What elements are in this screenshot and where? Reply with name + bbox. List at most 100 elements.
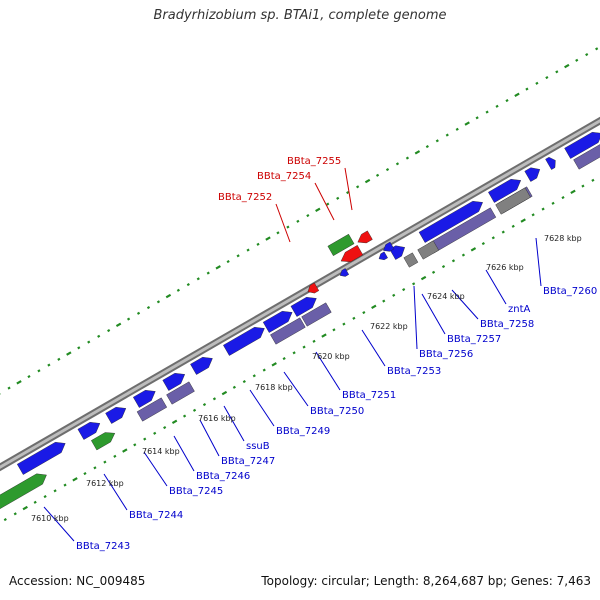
outer-tick [505,99,509,103]
kbp-label: 7614 kbp [142,447,180,456]
inner-tick [561,196,565,200]
inner-tick [570,189,576,195]
inner-tick [461,253,466,257]
red-gene [307,282,320,294]
kbp-label: 7626 kbp [486,263,524,272]
outer-tick [455,127,459,131]
outer-tick [236,254,240,258]
inner-tick [541,207,545,211]
blue-gene [190,356,213,375]
gene-labels: BBta_7243 BBta_7244 BBta_7245 BBta_7246 BBta… [76,156,597,552]
inner-tick [392,293,396,297]
outer-tick [37,369,41,373]
red-gene [340,245,364,263]
leader-line [314,182,335,221]
blue-gene [162,372,186,391]
outer-tick [256,242,260,246]
leader-line [361,329,386,367]
leader-line [173,435,195,472]
gene-label: BBta_7250 [310,406,364,417]
kbp-label: 7624 kbp [427,292,465,301]
leader-line [143,451,168,487]
inner-tick [192,408,197,412]
inner-tick [511,224,515,228]
outer-tick [215,265,221,270]
gene-label: BBta_7258 [480,319,534,330]
outer-tick [226,260,230,264]
outer-tick [364,178,371,184]
outer-tick [545,76,549,80]
gene-label: BBta_7257 [447,334,501,345]
leader-line [249,389,275,427]
outer-tick [525,87,529,91]
blue-gene [418,200,483,243]
outer-tick [375,173,380,177]
outer-tick [414,150,421,155]
blue-gene [223,326,265,356]
inner-tick [252,374,256,378]
gene-label: ssuB [246,441,270,452]
inner-tick [321,333,327,338]
leader-line [43,506,75,542]
kbp-label: 7612 kbp [86,479,124,488]
inner-tick [371,304,377,310]
inner-tick [302,345,306,349]
outer-tick [107,329,111,333]
blue-gene [488,178,522,203]
inner-tick [43,495,47,499]
blue-gene [262,310,293,333]
inner-tick [520,218,526,223]
outer-tick [16,380,22,385]
inner-tick [292,351,296,355]
blue-gene [290,296,317,317]
red-gene [357,230,373,244]
kbp-label: 7622 kbp [370,322,408,331]
leader-line [275,203,291,243]
gene-label: BBta_7251 [342,390,396,401]
blue-gene [545,156,556,170]
outer-tick [435,139,439,143]
leader-line [535,237,542,287]
outer-tick [315,207,321,213]
inner-tick [491,236,495,240]
inner-tick [53,489,57,493]
accession-label: Accession: NC_009485 [9,574,146,588]
topology-label: Topology: circular; Length: 8,264,687 bp… [261,574,591,588]
inner-tick [133,443,137,447]
gene-label: BBta_7254 [257,171,311,182]
inner-tick [581,184,585,188]
kbp-label: 7616 kbp [198,414,236,423]
gene-label: BBta_7246 [196,471,250,482]
inner-tick [33,500,37,504]
inner-tick [441,265,446,269]
inner-tick [171,419,178,425]
inner-tick [382,299,386,303]
inner-tick [221,390,228,396]
outer-tick [514,92,520,98]
inner-tick [93,466,97,470]
outer-tick [66,351,72,356]
inner-tick [182,414,187,418]
purple-gene [270,317,306,345]
outer-tick [57,357,61,361]
inner-tick [103,460,107,464]
inner-tick [501,230,505,234]
leader-line [103,473,128,511]
inner-tick [362,311,366,315]
kbp-label: 7610 kbp [31,514,69,523]
gene-label: BBta_7247 [221,456,275,467]
kbp-label: 7628 kbp [544,234,582,243]
green-gene [327,233,355,256]
leader-line [344,167,353,211]
gene-label: BBta_7253 [387,366,441,377]
inner-tick [271,362,277,367]
inner-tick [212,397,217,401]
leader-line [223,405,245,442]
gene-label: BBta_7243 [76,541,130,552]
blue-gene [16,441,66,475]
inner-tick [481,242,485,246]
outer-tick [405,156,410,160]
purple-gene [136,397,168,422]
inner-tick [122,448,128,453]
outer-tick [445,133,449,137]
